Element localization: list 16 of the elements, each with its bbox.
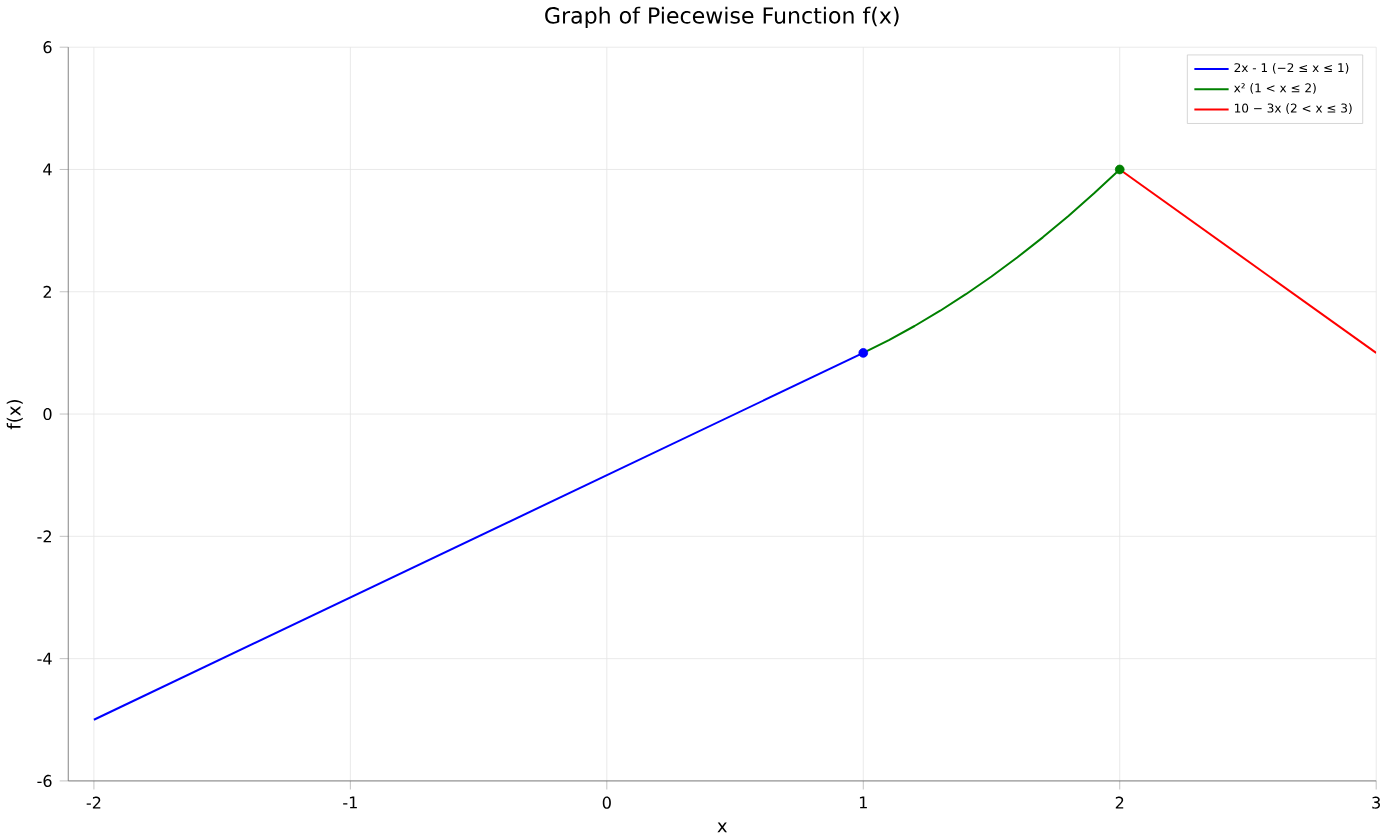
y-tick-label: 0 (43, 408, 52, 421)
x-tick-label: 0 (602, 797, 611, 810)
y-tick-label: 6 (43, 41, 52, 54)
y-tick-label: 4 (43, 164, 52, 176)
x-tick-label: -2 (86, 797, 101, 809)
y-axis-title: f(x) (6, 400, 23, 430)
x-axis-title: x (717, 822, 727, 833)
y-tick-label: -2 (37, 530, 51, 543)
x-tick-label: 1 (859, 797, 867, 809)
chart-title: Graph of Piecewise Function f(x) (545, 7, 899, 29)
x-tick-label: 2 (1115, 797, 1124, 809)
y-tick-label: -4 (37, 653, 52, 665)
x-tick-label: -1 (343, 797, 357, 809)
y-tick-label: 2 (43, 286, 51, 299)
y-tick-label: -6 (37, 775, 52, 788)
x-tick-label: 3 (1372, 797, 1381, 810)
